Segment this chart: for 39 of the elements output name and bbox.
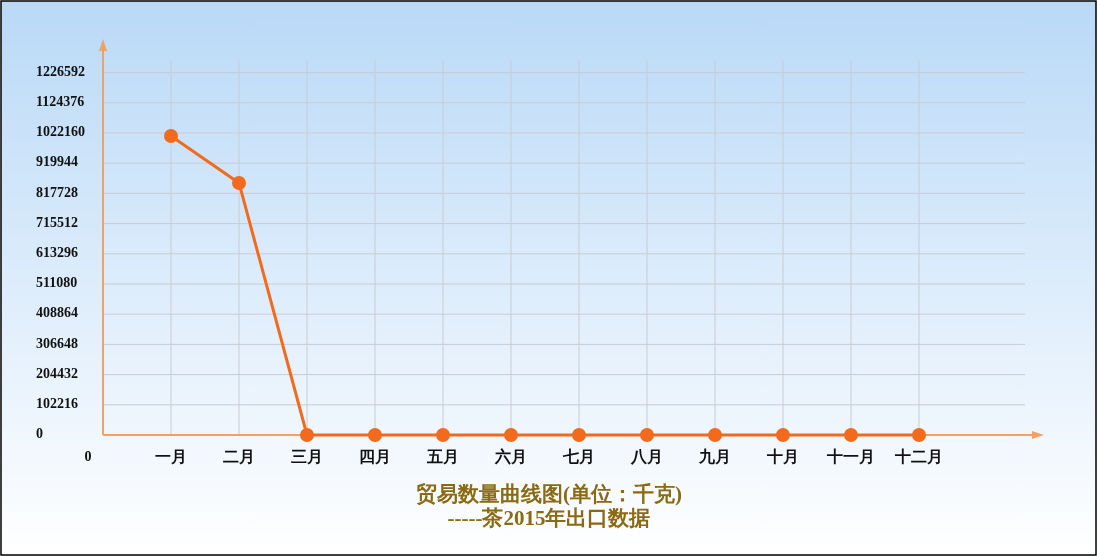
y-tick-label: 204432 [36, 365, 78, 381]
y-tick-label: 715512 [36, 214, 78, 230]
x-tick-label: 一月 [155, 447, 187, 465]
x-tick-label: 八月 [630, 447, 663, 465]
y-tick-label: 1022160 [36, 124, 85, 140]
text: 贸易数量曲线图(单位：千克) [416, 481, 682, 506]
y-tick-label: 1226592 [36, 63, 85, 79]
point [572, 428, 586, 442]
point [640, 428, 654, 442]
x-tick-label: 十一月 [826, 447, 875, 465]
point [232, 175, 246, 190]
x-tick-label: 七月 [562, 447, 595, 465]
text: -----茶2015年出口数据 [447, 505, 651, 530]
y-tick-label: 613296 [36, 245, 78, 261]
y-tick-label: 1124376 [36, 94, 85, 110]
y-tick-label: 511080 [36, 275, 78, 291]
x-tick-label: 六月 [494, 447, 527, 465]
x-tick-label: 十二月 [894, 447, 943, 465]
point [708, 428, 722, 442]
point [504, 428, 518, 442]
y-tick-label: 817728 [36, 184, 78, 200]
x-tick-label: 二月 [223, 447, 255, 465]
y-tick-label: 0 [36, 426, 43, 442]
point [164, 129, 178, 143]
y-tick-label: 919944 [36, 154, 78, 170]
x-tick-label: 十月 [766, 447, 799, 465]
y-tick-label: 408864 [36, 305, 78, 321]
point [368, 428, 382, 442]
x-tick-label: 四月 [359, 447, 391, 465]
point [776, 428, 790, 442]
y-tick-label: 102216 [36, 396, 78, 412]
point [844, 428, 858, 442]
x-tick-label: 五月 [426, 447, 459, 465]
y-tick-label: 306648 [36, 335, 78, 351]
x-tick-label: 九月 [698, 447, 731, 465]
point [436, 428, 450, 442]
point [300, 428, 314, 442]
x-tick-label: 三月 [291, 447, 323, 465]
point [912, 428, 926, 442]
